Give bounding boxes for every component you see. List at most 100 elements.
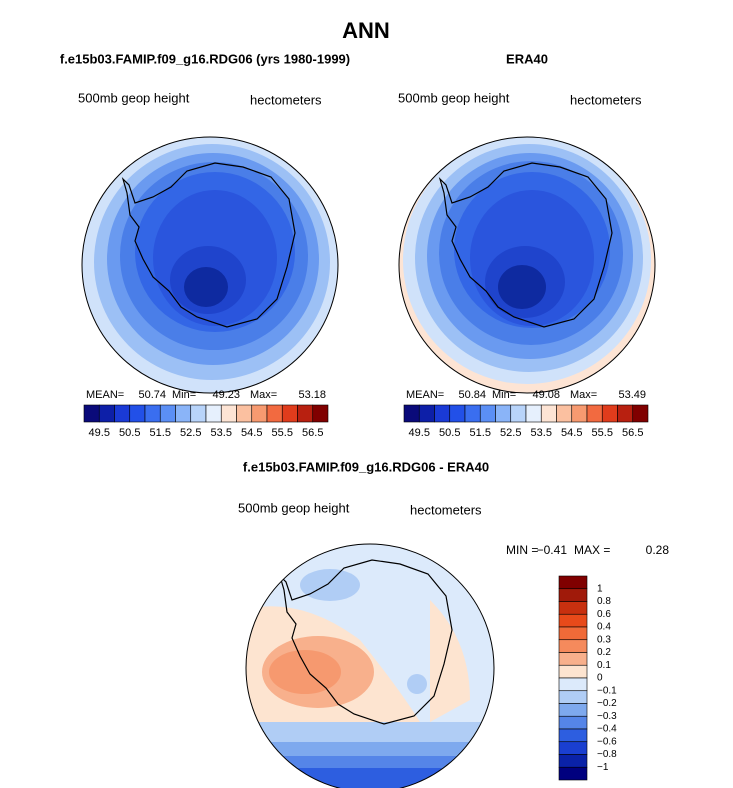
colorbar-box — [144, 404, 161, 423]
colorbar-box — [558, 677, 588, 692]
colorbar-box — [617, 404, 634, 423]
colorbar-label: 54.5 — [561, 427, 582, 439]
min-value: 49.23 — [212, 389, 240, 401]
colorbar-box — [281, 404, 298, 423]
colorbar-box — [236, 404, 253, 423]
colorbar-box — [312, 404, 329, 423]
colorbar-box — [266, 404, 283, 423]
colorbar-label: 50.5 — [439, 427, 460, 439]
colorbar-box — [558, 613, 588, 628]
units-label: hectometers — [570, 92, 642, 107]
colorbar-label: 0 — [597, 673, 603, 684]
map-border — [398, 136, 656, 394]
colorbar-label: 51.5 — [150, 427, 171, 439]
colorbar-box — [175, 404, 192, 423]
colorbar-box — [558, 766, 588, 781]
min-label: Min= — [172, 389, 196, 401]
colorbar-label: 56.5 — [622, 427, 643, 439]
colorbar-box — [83, 404, 100, 423]
colorbar-box — [129, 404, 146, 423]
colorbar-box — [558, 741, 588, 755]
colorbar-label: 51.5 — [470, 427, 491, 439]
mean-label: MEAN= — [406, 389, 444, 401]
colorbar-label: 0.6 — [597, 609, 611, 620]
colorbar-box — [558, 715, 588, 730]
colorbar-label: 49.5 — [89, 427, 110, 439]
max-value: 0.28 — [646, 543, 670, 557]
colorbar-box — [205, 404, 222, 423]
colorbar-box — [510, 404, 527, 423]
colorbar-box — [540, 404, 557, 423]
colorbar-box — [558, 754, 588, 768]
colorbar-box — [558, 626, 588, 641]
max-value: 53.49 — [618, 389, 646, 401]
colorbar-box — [558, 601, 588, 615]
colorbar-box — [403, 404, 420, 423]
colorbar-label: 49.5 — [409, 427, 430, 439]
colorbar-box — [632, 404, 649, 423]
colorbar-box — [220, 404, 237, 423]
colorbar-label: 52.5 — [500, 427, 521, 439]
colorbar-label: 52.5 — [180, 427, 201, 439]
colorbar-label: 0.2 — [597, 647, 611, 658]
colorbar-box — [556, 404, 573, 423]
colorbar-box — [418, 404, 435, 423]
colorbar-box — [558, 575, 588, 590]
min-label: Min= — [492, 389, 516, 401]
colorbar-label: 54.5 — [241, 427, 262, 439]
panel-title: f.e15b03.FAMIP.f09_g16.RDG06 (yrs 1980-1… — [60, 51, 350, 66]
max-value: 53.18 — [298, 389, 326, 401]
field-label: 500mb geop height — [78, 90, 190, 105]
colorbar-box — [449, 404, 466, 423]
colorbar-box — [525, 404, 542, 423]
map-border — [245, 543, 495, 788]
colorbar-label: 0.8 — [597, 596, 611, 607]
map-model — [82, 137, 338, 393]
colorbar-box — [558, 690, 588, 704]
colorbar-box — [479, 404, 496, 423]
colorbar-box — [464, 404, 481, 423]
colorbar-label: −0.8 — [597, 749, 617, 760]
colorbar-box — [159, 404, 176, 423]
colorbar-label: −1 — [597, 762, 609, 773]
colorbar-box — [297, 404, 314, 423]
max-label: Max= — [250, 389, 277, 401]
colorbar-label: 1 — [597, 583, 603, 594]
map-difference — [246, 544, 494, 788]
colorbar-box — [586, 404, 603, 423]
colorbar-label: −0.3 — [597, 711, 617, 722]
colorbar-box — [558, 652, 588, 666]
colorbar-box — [251, 404, 268, 423]
max-label: MAX = — [574, 543, 610, 557]
colorbar-label: 0.4 — [597, 622, 611, 633]
colorbar-box — [558, 639, 588, 653]
colorbar-label: 50.5 — [119, 427, 140, 439]
colorbar-box — [571, 404, 588, 423]
colorbar-label: 56.5 — [302, 427, 323, 439]
colorbar-label: 0.3 — [597, 634, 611, 645]
colorbar-label: 0.1 — [597, 660, 611, 671]
panel-title: ERA40 — [506, 51, 548, 66]
field-label: 500mb geop height — [238, 500, 350, 515]
map-border — [81, 136, 339, 394]
colorbar-label: 53.5 — [211, 427, 232, 439]
colorbar-box — [434, 404, 451, 423]
colorbar-box — [114, 404, 131, 423]
mean-value: 50.84 — [458, 389, 486, 401]
units-label: hectometers — [250, 92, 322, 107]
colorbar-box — [558, 728, 588, 743]
colorbar-box — [495, 404, 512, 423]
colorbar-box — [558, 588, 588, 602]
figure-title: ANN — [342, 18, 390, 43]
mean-label: MEAN= — [86, 389, 124, 401]
colorbar-label: −0.6 — [597, 736, 617, 747]
mean-value: 50.74 — [138, 389, 166, 401]
colorbar-box — [558, 664, 588, 679]
colorbar-box — [558, 703, 588, 717]
units-label: hectometers — [410, 502, 482, 517]
colorbar-label: 53.5 — [531, 427, 552, 439]
colorbar-label: 55.5 — [592, 427, 613, 439]
colorbar-label: −0.2 — [597, 698, 617, 709]
